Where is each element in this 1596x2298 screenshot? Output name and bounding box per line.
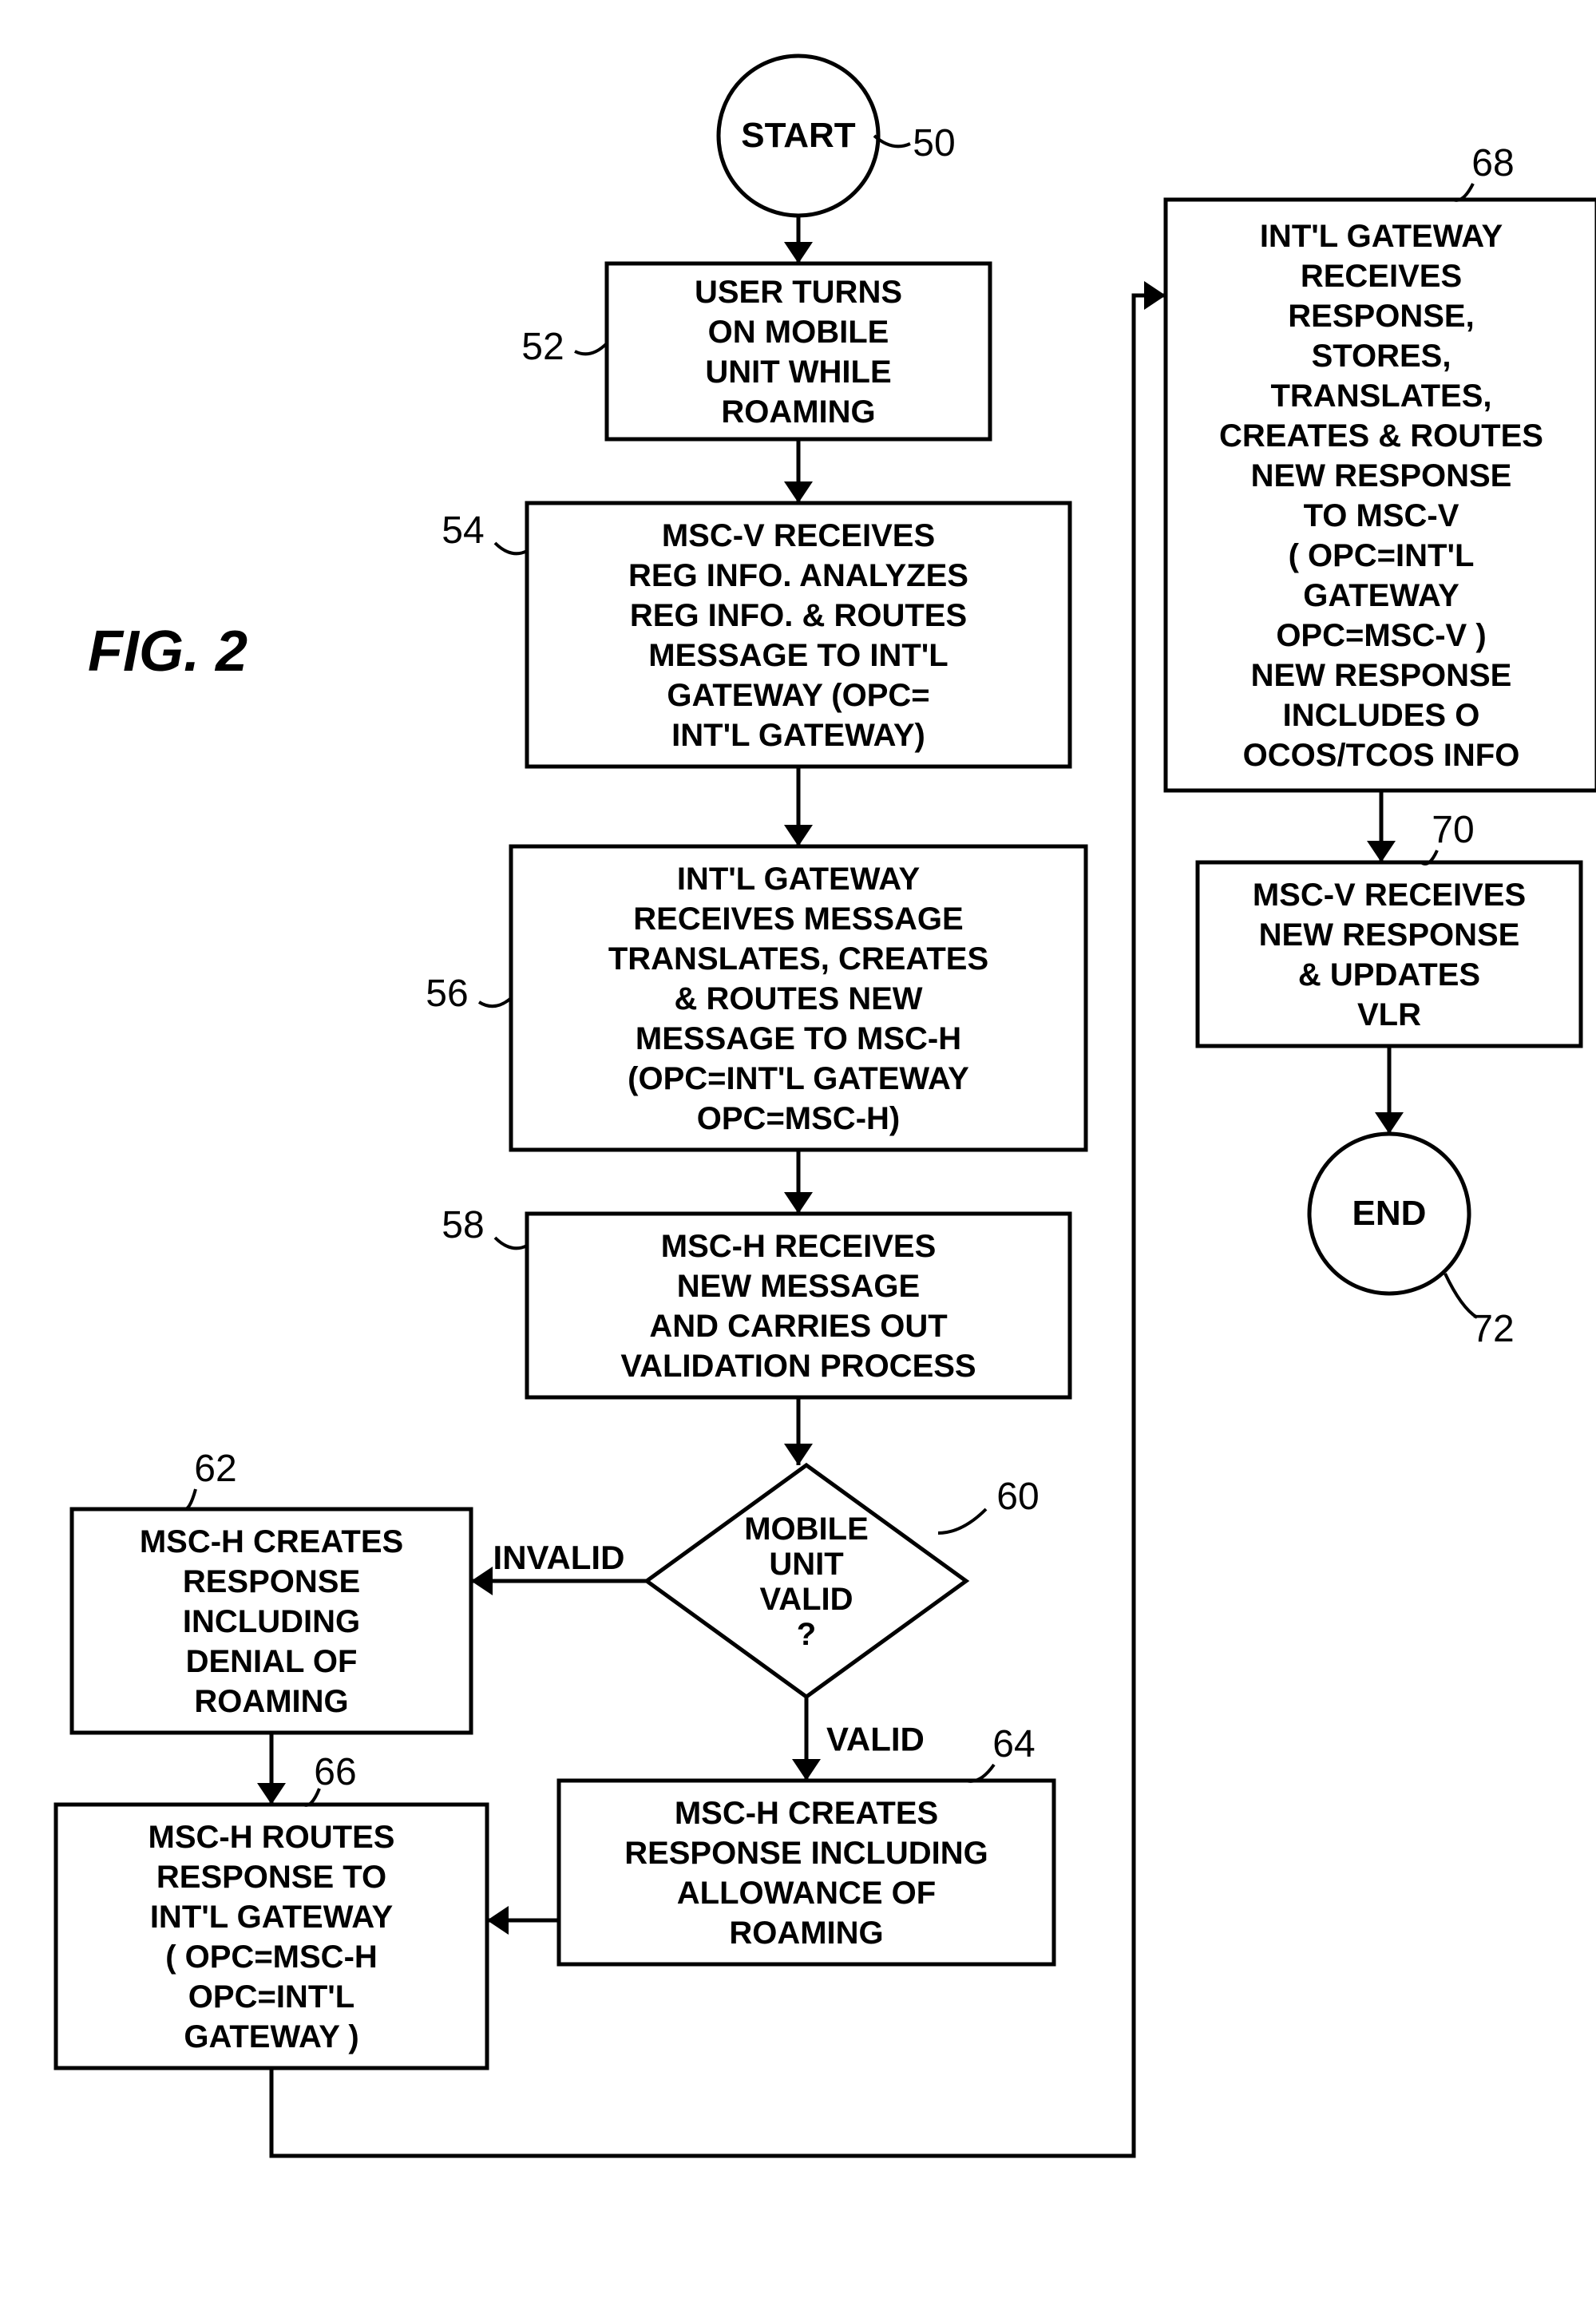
svg-text:TO MSC-V: TO MSC-V [1304,498,1459,533]
ref-66: 66 [314,1751,356,1793]
ref-56: 56 [426,973,468,1015]
svg-text:GATEWAY (OPC=: GATEWAY (OPC= [667,678,929,713]
svg-text:INVALID: INVALID [493,1539,625,1576]
svg-text:ROAMING: ROAMING [194,1684,348,1719]
ref-54: 54 [442,509,484,552]
svg-text:AND CARRIES OUT: AND CARRIES OUT [649,1309,947,1344]
svg-text:CREATES & ROUTES: CREATES & ROUTES [1219,418,1543,454]
svg-text:RESPONSE INCLUDING: RESPONSE INCLUDING [624,1836,988,1871]
svg-text:INT'L GATEWAY: INT'L GATEWAY [150,1900,394,1935]
svg-text:RESPONSE,: RESPONSE, [1288,299,1474,334]
ref-72: 72 [1471,1308,1514,1350]
svg-text:& UPDATES: & UPDATES [1298,957,1480,992]
svg-text:OPC=INT'L: OPC=INT'L [188,1979,354,2015]
svg-text:MESSAGE TO MSC-H: MESSAGE TO MSC-H [636,1021,961,1056]
svg-text:USER TURNS: USER TURNS [695,275,902,310]
svg-text:OCOS/TCOS INFO: OCOS/TCOS INFO [1243,738,1520,773]
svg-text:REG INFO. ANALYZES: REG INFO. ANALYZES [628,558,968,593]
svg-text:OPC=MSC-V ): OPC=MSC-V ) [1276,618,1486,653]
svg-text:END: END [1352,1194,1427,1233]
svg-text:RESPONSE: RESPONSE [183,1564,360,1599]
svg-text:NEW RESPONSE: NEW RESPONSE [1251,458,1512,493]
svg-text:DENIAL OF: DENIAL OF [186,1644,358,1679]
svg-text:( OPC=INT'L: ( OPC=INT'L [1289,538,1475,573]
ref-64: 64 [992,1723,1035,1765]
ref-60: 60 [996,1476,1039,1518]
svg-text:VALID: VALID [759,1582,853,1617]
svg-text:ALLOWANCE OF: ALLOWANCE OF [677,1876,936,1911]
svg-text:INT'L GATEWAY: INT'L GATEWAY [1260,219,1503,254]
svg-text:RECEIVES: RECEIVES [1301,259,1462,294]
svg-text:RESPONSE TO: RESPONSE TO [156,1860,386,1895]
svg-text:NEW MESSAGE: NEW MESSAGE [677,1269,920,1304]
svg-text:GATEWAY: GATEWAY [1303,578,1459,613]
figure-label: FIG. 2 [88,620,248,683]
ref-58: 58 [442,1204,484,1246]
svg-text:MSC-V RECEIVES: MSC-V RECEIVES [1253,878,1526,913]
svg-text:GATEWAY ): GATEWAY ) [184,2019,358,2054]
svg-text:NEW RESPONSE: NEW RESPONSE [1259,917,1520,953]
svg-text:NEW RESPONSE: NEW RESPONSE [1251,658,1512,693]
svg-text:MOBILE: MOBILE [744,1512,869,1547]
svg-text:ROAMING: ROAMING [721,394,875,430]
svg-text:RECEIVES MESSAGE: RECEIVES MESSAGE [633,901,963,937]
svg-text:STORES,: STORES, [1312,339,1451,374]
svg-text:OPC=MSC-H): OPC=MSC-H) [697,1101,900,1136]
svg-text:INCLUDES O: INCLUDES O [1283,698,1480,733]
ref-62: 62 [194,1448,236,1490]
flowchart: INVALID VALID START USER TURNS ON MOBILE UNIT… [16,16,1596,2282]
svg-text:( OPC=MSC-H: ( OPC=MSC-H [165,1939,378,1975]
svg-text:& ROUTES NEW: & ROUTES NEW [674,981,922,1016]
ref-68: 68 [1471,142,1514,184]
ref-52: 52 [521,326,564,368]
svg-text:TRANSLATES,: TRANSLATES, [1270,378,1491,414]
svg-text:ON MOBILE: ON MOBILE [708,315,889,350]
svg-text:MSC-V RECEIVES: MSC-V RECEIVES [662,518,935,553]
svg-text:MSC-H CREATES: MSC-H CREATES [140,1524,403,1559]
svg-text:INCLUDING: INCLUDING [183,1604,360,1639]
svg-text:VALID: VALID [826,1721,925,1758]
svg-text:START: START [741,116,856,155]
svg-text:VALIDATION PROCESS: VALIDATION PROCESS [620,1349,976,1384]
ref-50: 50 [913,122,955,164]
svg-text:INT'L GATEWAY): INT'L GATEWAY) [671,718,925,753]
svg-text:UNIT WHILE: UNIT WHILE [705,355,891,390]
svg-text:?: ? [797,1617,816,1652]
svg-text:MSC-H ROUTES: MSC-H ROUTES [149,1820,395,1855]
svg-text:MESSAGE TO INT'L: MESSAGE TO INT'L [648,638,948,673]
svg-text:INT'L GATEWAY: INT'L GATEWAY [677,862,921,897]
svg-text:UNIT: UNIT [769,1547,843,1582]
svg-text:TRANSLATES, CREATES: TRANSLATES, CREATES [608,941,988,977]
svg-text:ROAMING: ROAMING [729,1916,883,1951]
svg-text:MSC-H CREATES: MSC-H CREATES [675,1796,938,1831]
ref-70: 70 [1432,809,1474,851]
svg-text:MSC-H RECEIVES: MSC-H RECEIVES [661,1229,937,1264]
svg-text:REG INFO. & ROUTES: REG INFO. & ROUTES [630,598,967,633]
svg-text:VLR: VLR [1357,997,1421,1032]
svg-text:(OPC=INT'L GATEWAY: (OPC=INT'L GATEWAY [628,1061,969,1096]
